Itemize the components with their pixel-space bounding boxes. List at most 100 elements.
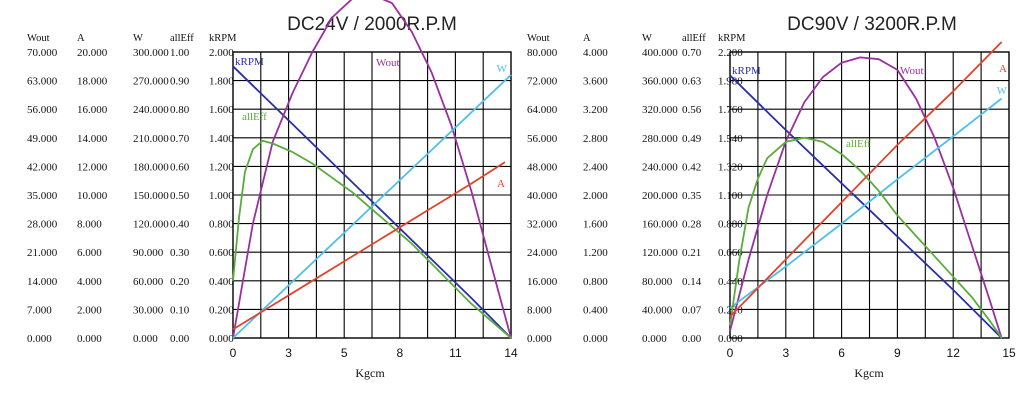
axis-header: allEff: [170, 33, 194, 44]
y-tick-label: 0.800: [583, 276, 608, 288]
y-tick-label: 30.000: [133, 304, 164, 316]
y-tick-label: 210.000: [133, 133, 169, 145]
y-tick-label: 0.00: [682, 333, 702, 345]
y-tick-label: 0.20: [170, 276, 190, 288]
y-tick-label: 0.800: [209, 219, 234, 231]
series-label: W: [497, 63, 508, 75]
y-tick-label: 0.440: [718, 276, 743, 288]
y-tick-label: 0.63: [682, 76, 702, 88]
x-tick-label: 11: [449, 346, 462, 360]
series-label: Wout: [376, 57, 400, 69]
y-tick-label: 32.000: [527, 219, 558, 231]
y-tick-label: 72.000: [527, 76, 558, 88]
series-line-alleff: [232, 139, 512, 339]
y-tick-label: 0.000: [642, 333, 667, 345]
axis-header: W: [133, 33, 143, 44]
y-tick-label: 60.000: [133, 276, 164, 288]
y-tick-label: 21.000: [27, 247, 58, 259]
y-tick-label: 80.000: [527, 47, 558, 59]
y-tick-label: 1.980: [718, 76, 743, 88]
y-tick-label: 1.200: [583, 247, 608, 259]
axis-header: A: [583, 33, 591, 44]
series-line-krpm: [232, 65, 512, 339]
y-tick-label: 0.000: [527, 333, 552, 345]
y-tick-label: 270.000: [133, 76, 169, 88]
y-tick-label: 2.000: [77, 304, 102, 316]
axis-header: kRPM: [209, 33, 237, 44]
y-tick-label: 0.10: [170, 304, 190, 316]
x-tick-label: 6: [838, 346, 845, 360]
y-tick-label: 1.800: [209, 76, 234, 88]
y-tick-label: 90.000: [133, 247, 164, 259]
y-tick-label: 0.60: [170, 161, 190, 173]
y-tick-label: 0.21: [682, 247, 701, 259]
y-tick-label: 160.000: [642, 219, 678, 231]
series-label: kRPM: [235, 56, 264, 68]
y-tick-label: 0.80: [170, 104, 190, 116]
y-tick-label: 0.000: [27, 333, 52, 345]
y-tick-label: 48.000: [527, 161, 558, 173]
x-tick-label: 8: [396, 346, 403, 360]
y-tick-label: 4.000: [583, 47, 608, 59]
y-tick-label: 0.200: [209, 304, 234, 316]
series-label: allEff: [846, 138, 871, 150]
y-tick-label: 7.000: [27, 304, 52, 316]
x-tick-label: 15: [1002, 346, 1016, 360]
y-tick-label: 0.14: [682, 276, 702, 288]
chart-title: DC24V / 2000R.P.M: [287, 14, 457, 35]
axis-header: W: [642, 33, 652, 44]
series-line-w: [232, 74, 512, 339]
x-tick-label: 14: [504, 346, 518, 360]
y-tick-label: 1.600: [209, 104, 234, 116]
y-tick-label: 1.00: [170, 47, 190, 59]
y-tick-label: 360.000: [642, 76, 678, 88]
y-tick-label: 0.49: [682, 133, 702, 145]
chart-dc90v: DC90V / 3200R.P.M Kgcm 0 3 6 9 12 15Wout0.000…: [527, 14, 1016, 380]
y-tick-label: 2.800: [583, 133, 608, 145]
y-tick-label: 0.70: [682, 47, 702, 59]
axis-header: A: [77, 33, 85, 44]
y-tick-label: 0.000: [77, 333, 102, 345]
y-tick-label: 0.28: [682, 219, 702, 231]
y-tick-label: 120.000: [642, 247, 678, 259]
x-tick-label: 5: [341, 346, 348, 360]
x-axis-label: Kgcm: [854, 366, 884, 380]
y-tick-label: 280.000: [642, 133, 678, 145]
y-tick-label: 1.100: [718, 190, 743, 202]
series-line-w: [729, 97, 1003, 309]
axis-header: Wout: [527, 33, 550, 44]
y-tick-label: 49.000: [27, 133, 58, 145]
y-tick-label: 0.30: [170, 247, 190, 259]
y-tick-label: 14.000: [27, 276, 58, 288]
y-tick-label: 320.000: [642, 104, 678, 116]
y-tick-label: 2.000: [209, 47, 234, 59]
y-tick-label: 12.000: [77, 161, 108, 173]
y-tick-label: 0.70: [170, 133, 190, 145]
y-tick-label: 0.000: [133, 333, 158, 345]
y-tick-label: 0.56: [682, 104, 702, 116]
series-line-alleff: [729, 136, 1003, 339]
y-tick-label: 8.000: [77, 219, 102, 231]
y-tick-label: 1.600: [583, 219, 608, 231]
series-label: Wout: [900, 65, 924, 77]
y-tick-label: 4.000: [77, 276, 102, 288]
x-tick-label: 12: [947, 346, 961, 360]
series-label: A: [999, 63, 1007, 75]
y-tick-label: 35.000: [27, 190, 58, 202]
y-tick-label: 0.660: [718, 247, 743, 259]
y-tick-label: 63.000: [27, 76, 58, 88]
x-tick-label: 0: [230, 346, 237, 360]
series-label: W: [997, 85, 1008, 97]
x-tick-label: 9: [894, 346, 901, 360]
y-tick-label: 20.000: [77, 47, 108, 59]
y-tick-label: 28.000: [27, 219, 58, 231]
y-tick-label: 2.000: [583, 190, 608, 202]
y-tick-label: 56.000: [27, 104, 58, 116]
series-line-wout: [729, 56, 1003, 339]
y-tick-label: 42.000: [27, 161, 58, 173]
series-line-a: [232, 161, 506, 331]
series-label: A: [497, 178, 505, 190]
y-tick-label: 8.000: [527, 304, 552, 316]
y-tick-label: 1.540: [718, 133, 743, 145]
